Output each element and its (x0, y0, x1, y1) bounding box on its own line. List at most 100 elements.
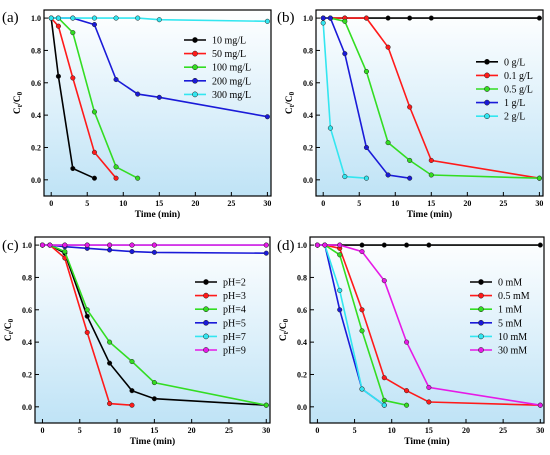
legend-marker-a-0 (192, 37, 198, 43)
legend-label-b-0: 0 g/L (504, 57, 525, 68)
data-point-d-5 (537, 402, 543, 408)
data-point-a-3 (156, 94, 162, 100)
legend-marker-c-0 (203, 279, 209, 285)
data-point-b-3 (407, 175, 413, 181)
y-tick-label: 0.6 (31, 79, 41, 88)
x-tick-label: 5 (353, 426, 357, 435)
data-point-a-0 (70, 165, 76, 172)
legend-label-c-0: pH=2 (223, 278, 246, 289)
data-point-a-4 (113, 15, 119, 21)
data-point-a-2 (113, 164, 119, 170)
plot-area-c (35, 237, 270, 423)
legend-label-c-5: pH=9 (223, 346, 246, 357)
y-axis-title: Ct/C0 (279, 318, 290, 341)
y-tick-label: 0.4 (31, 111, 41, 120)
data-point-b-4 (342, 174, 348, 180)
panel-b: (b) 0 5 10 15 20 25 30 0.0 0.2 0.4 0.6 0.8 1.0 Time (… (277, 9, 544, 220)
data-point-c-3 (107, 247, 113, 253)
x-tick-label: 10 (119, 199, 127, 208)
data-point-c-2 (263, 402, 269, 408)
data-point-c-5 (62, 242, 68, 248)
data-point-a-1 (113, 175, 119, 181)
x-tick-label: 20 (188, 426, 196, 435)
data-point-c-3 (151, 249, 157, 255)
y-tick-label: 0.2 (31, 143, 41, 152)
x-tick-label: 15 (155, 199, 163, 208)
data-point-a-1 (91, 149, 97, 155)
series-line-c-2 (42, 244, 267, 406)
legend-marker-c-2 (203, 306, 209, 313)
x-tick-label: 10 (388, 426, 396, 435)
legend-marker-c-5 (203, 347, 209, 353)
legend-label-c-2: pH=4 (223, 305, 246, 316)
legend-marker-b-0 (484, 58, 490, 65)
data-point-c-0 (84, 313, 90, 319)
data-point-c-5 (107, 242, 113, 248)
y-tick-label: 1.0 (31, 14, 41, 23)
legend-label-d-5: 30 mM (498, 346, 527, 357)
y-tick-label: 0.0 (31, 176, 41, 185)
data-point-b-2 (536, 175, 542, 181)
data-point-a-3 (135, 91, 141, 97)
data-point-b-2 (363, 68, 369, 75)
data-point-d-3 (337, 307, 343, 313)
x-axis-title: Time (min) (407, 209, 452, 220)
legend-label-a-3: 200 mg/L (212, 76, 251, 87)
data-point-d-5 (314, 242, 320, 248)
plot-frame-d (309, 236, 545, 424)
legend-marker-b-4 (484, 113, 490, 120)
data-point-b-0 (428, 15, 434, 21)
x-axis-title: Time (min) (130, 436, 175, 447)
legend-label-d-4: 10 mM (498, 332, 527, 343)
panel-c-label: (c) (2, 238, 19, 254)
legend-label-d-3: 5 mM (498, 318, 522, 329)
data-point-b-2 (385, 140, 391, 146)
data-point-a-2 (135, 175, 141, 181)
x-tick-label: 0 (49, 199, 53, 208)
data-point-a-0 (55, 73, 61, 79)
x-tick-label: 25 (227, 199, 235, 208)
data-point-c-1 (107, 401, 113, 407)
legend-marker-b-3 (484, 99, 490, 106)
legend-marker-d-5 (478, 347, 484, 353)
y-tick-label: 1.0 (22, 241, 32, 250)
data-point-d-1 (381, 375, 387, 381)
plot-frame-a (43, 9, 272, 197)
data-point-d-5 (359, 249, 365, 255)
y-tick-label: 0.6 (297, 306, 307, 315)
legend-label-d-2: 1 mM (498, 305, 522, 316)
plot-frame-b (315, 9, 544, 197)
series-line-a-0 (50, 18, 95, 179)
data-point-d-1 (404, 388, 410, 394)
data-point-c-5 (47, 242, 53, 248)
legend-marker-a-4 (192, 91, 198, 98)
legend-label-a-4: 300 mg/L (212, 90, 251, 101)
y-tick-label: 0.8 (297, 273, 307, 282)
legend-marker-d-4 (478, 333, 484, 340)
x-tick-label: 0 (321, 199, 325, 208)
panel-d-label: (d) (277, 238, 295, 254)
data-point-d-5 (426, 384, 432, 390)
data-point-b-1 (407, 104, 413, 110)
legend-label-b-3: 1 g/L (504, 98, 525, 109)
data-point-b-3 (363, 144, 369, 151)
y-tick-label: 0.8 (31, 46, 41, 55)
y-axis-title: Ct/C0 (4, 318, 15, 341)
x-tick-label: 30 (536, 426, 544, 435)
x-tick-label: 20 (462, 426, 470, 435)
data-point-d-5 (322, 242, 328, 248)
y-tick-label: 0.0 (297, 403, 307, 412)
legend-marker-d-3 (478, 319, 484, 326)
legend-marker-c-3 (203, 319, 209, 326)
data-point-d-0 (359, 242, 365, 248)
data-point-a-3 (113, 76, 119, 83)
data-point-d-0 (537, 242, 543, 248)
data-point-b-3 (385, 172, 391, 178)
y-tick-label: 1.0 (297, 241, 307, 250)
data-point-b-2 (407, 157, 413, 163)
x-tick-label: 5 (357, 199, 361, 208)
y-axis-title: Ct/C0 (285, 91, 296, 114)
data-point-c-2 (62, 249, 68, 255)
y-tick-label: 0.0 (22, 403, 32, 412)
